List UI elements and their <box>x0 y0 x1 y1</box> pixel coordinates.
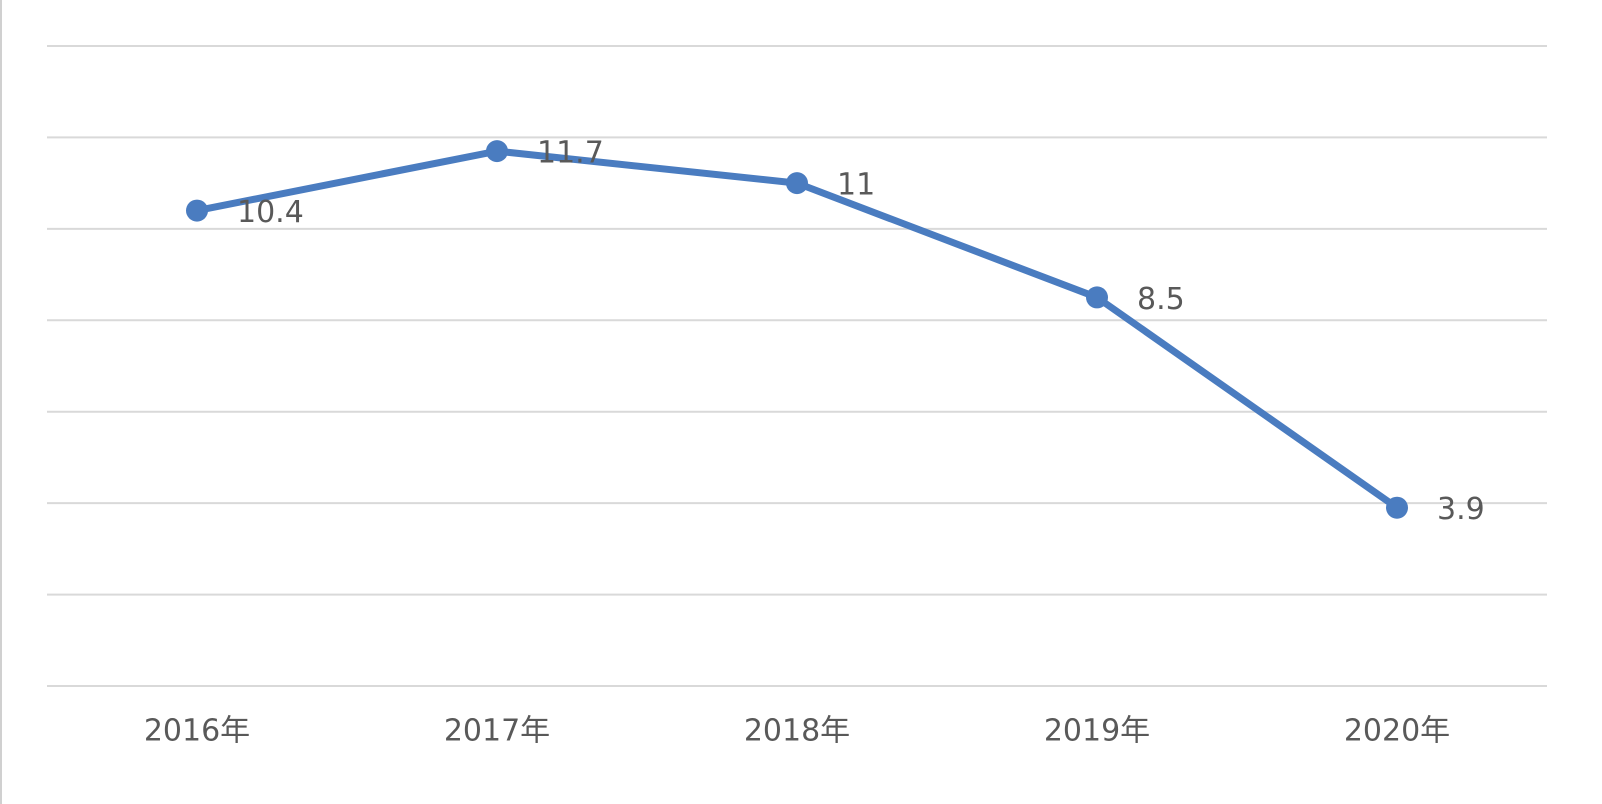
point <box>1086 286 1108 309</box>
x-tick-label: 2020年 <box>1344 714 1450 749</box>
point <box>786 172 808 195</box>
x-tick-label: 2019年 <box>1044 714 1150 749</box>
data-label: 3.9 <box>1437 492 1485 527</box>
data-label: 10.4 <box>237 195 304 230</box>
point <box>486 140 508 163</box>
point <box>1386 496 1408 519</box>
data-label: 8.5 <box>1137 282 1185 317</box>
x-tick-label: 2017年 <box>444 714 550 749</box>
data-label: 11 <box>837 168 875 203</box>
data-label: 11.7 <box>537 136 604 171</box>
x-tick-label: 2018年 <box>744 714 850 749</box>
x-tick-label: 2016年 <box>144 714 250 749</box>
point <box>186 199 208 222</box>
